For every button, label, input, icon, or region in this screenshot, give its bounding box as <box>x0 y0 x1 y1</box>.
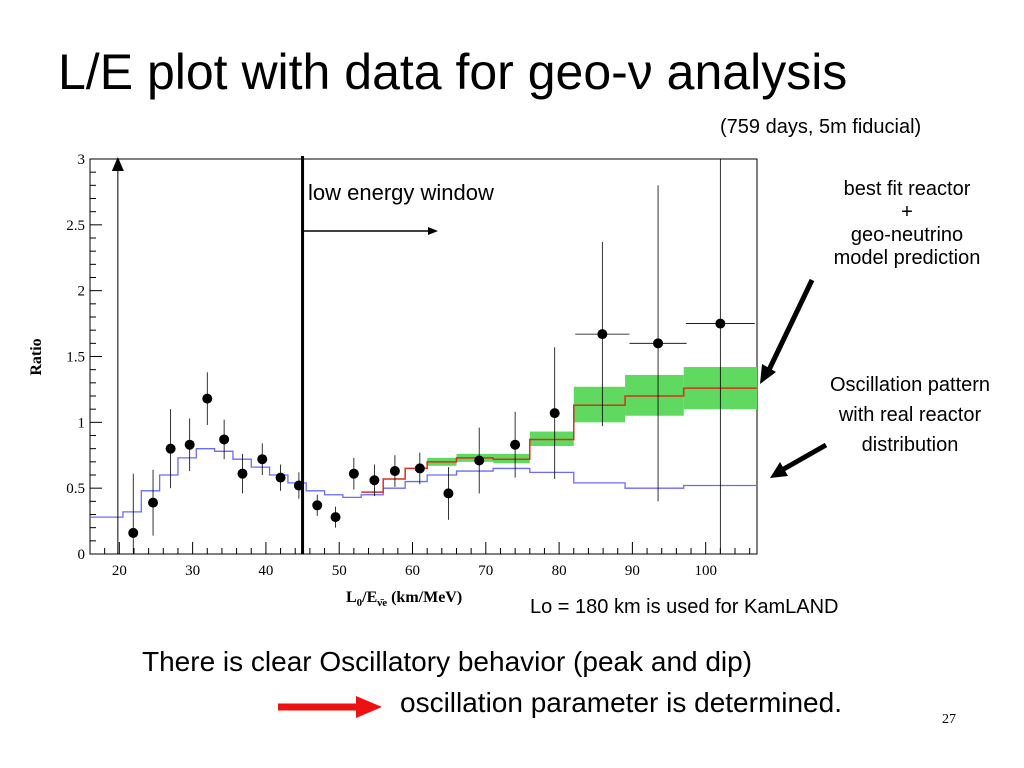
data-point <box>128 527 139 538</box>
x-tick-label: 30 <box>185 563 200 579</box>
no-oscillation-step-line <box>90 448 757 518</box>
y-tick-label: 1 <box>78 415 86 431</box>
oscillation-annotation: Oscillation pattern with real reactor di… <box>796 370 1024 460</box>
x-tick-label: 80 <box>552 563 567 579</box>
conclusion-line-2: oscillation parameter is determined. <box>400 687 842 718</box>
x-axis-title-sub0: 0 <box>357 597 363 609</box>
data-point <box>219 434 230 445</box>
oscillation-pointer-arrow <box>780 442 828 473</box>
x-tick-label: 20 <box>112 563 127 579</box>
best-fit-step-line <box>361 387 757 493</box>
data-point <box>474 455 485 466</box>
data-point <box>148 497 159 508</box>
data-point <box>510 439 521 450</box>
x-axis-title-L: L <box>346 589 357 606</box>
x-axis-title-unit: (km/MeV) <box>387 589 462 606</box>
slide-number: 27 <box>942 712 956 727</box>
data-point <box>443 488 454 499</box>
bestfit-line-3: geo-neutrino <box>850 224 964 246</box>
step-lines-layer <box>90 387 757 518</box>
bestfit-line-4: model prediction <box>833 247 981 269</box>
plot-frame <box>89 158 758 555</box>
x-tick-label: 60 <box>405 563 420 579</box>
slide-subtitle: (759 days, 5m fiducial) <box>720 116 922 138</box>
markers-layer <box>111 156 438 554</box>
data-points-layer <box>128 159 755 554</box>
y-tick-label: 2.5 <box>66 218 85 234</box>
oscillation-line-1: Oscillation pattern <box>829 374 991 396</box>
x-tick-label: 50 <box>332 563 347 579</box>
y-axis-title: Ratio <box>28 338 45 375</box>
x-axis-title-subnu: ν̄e <box>376 597 387 609</box>
y-tick-label: 0.5 <box>66 481 85 497</box>
data-point <box>257 454 268 465</box>
slide-title: L/E plot with data for geo-ν analysis <box>58 44 848 100</box>
axis-ticks-layer: 20 30 40 50 60 70 80 90 100 0 0.5 1 1.5 2 2.5 3 <box>66 152 751 579</box>
y-tick-label: 3 <box>78 152 86 168</box>
x-tick-label: 40 <box>258 563 273 579</box>
x-tick-label: 90 <box>625 563 640 579</box>
oscillation-line-2: with real reactor <box>838 404 982 426</box>
low-energy-window-label: low energy window <box>308 180 494 205</box>
data-point <box>549 408 560 419</box>
data-point <box>202 393 213 404</box>
oscillation-pointer-arrowhead <box>770 462 788 478</box>
data-point <box>389 466 400 477</box>
data-point <box>653 338 664 349</box>
bestfit-annotation: best fit reactor + geo-neutrino model pr… <box>800 178 1014 270</box>
lo-note: Lo = 180 km is used for KamLAND <box>530 596 839 618</box>
data-point <box>369 475 380 486</box>
data-point <box>184 439 195 450</box>
data-point <box>237 468 248 479</box>
best-fit-band-layer <box>427 367 757 466</box>
data-point <box>312 500 323 511</box>
x-tick-label: 100 <box>694 563 717 579</box>
data-point <box>597 329 608 340</box>
bestfit-pointer-arrow <box>765 278 815 374</box>
data-point <box>414 463 425 474</box>
y-tick-label: 2 <box>78 284 86 300</box>
oscillation-line-3: distribution <box>861 434 959 456</box>
conclusion-arrowhead <box>356 696 382 718</box>
low-energy-window-arrowhead <box>428 227 438 235</box>
bestfit-line-1: best fit reactor <box>843 178 971 200</box>
data-point <box>165 443 176 454</box>
left-marker-arrowhead <box>111 157 124 171</box>
data-point <box>715 318 726 329</box>
bestfit-line-2: + <box>901 201 913 223</box>
x-axis-title-E: /E <box>361 589 377 606</box>
bestfit-pointer-arrowhead <box>760 364 776 384</box>
data-point <box>275 472 286 483</box>
y-tick-label: 0 <box>78 547 86 563</box>
x-axis-title: L0/Eν̄e (km/MeV) <box>346 589 462 609</box>
x-tick-label: 70 <box>478 563 493 579</box>
data-point <box>348 468 359 479</box>
conclusion-line-1: There is clear Oscillatory behavior (pea… <box>142 646 753 677</box>
data-point <box>330 512 341 523</box>
y-tick-label: 1.5 <box>66 350 85 366</box>
